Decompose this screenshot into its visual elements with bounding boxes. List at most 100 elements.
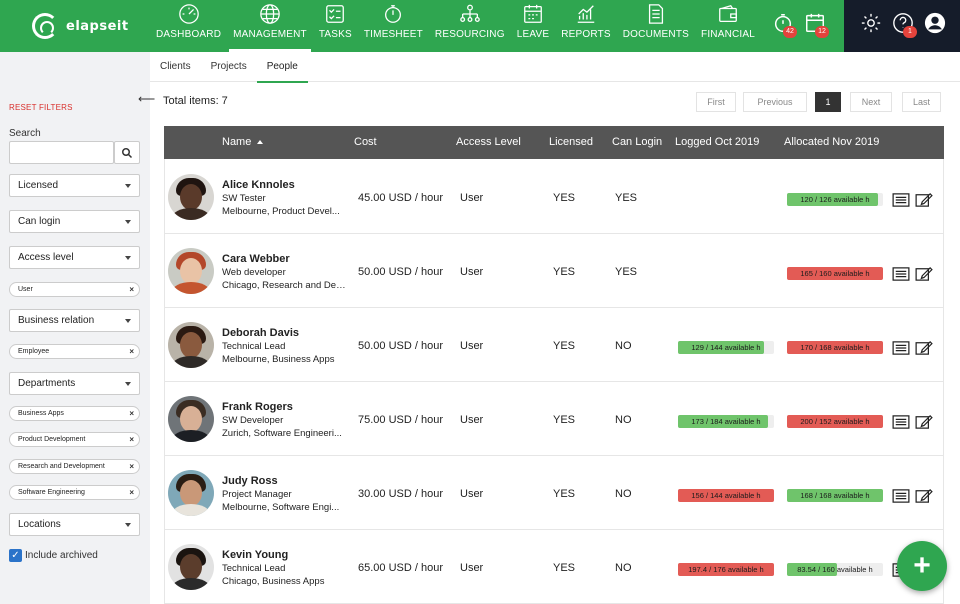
edit-icon[interactable]: [915, 489, 933, 503]
table-row[interactable]: Cara Webber Web developer Chicago, Resea…: [164, 234, 944, 308]
pagination-first[interactable]: First: [696, 92, 736, 112]
allocated-bar: 200 / 152 available h: [787, 415, 883, 428]
edit-icon[interactable]: [915, 415, 933, 429]
licensed-value: YES: [553, 266, 576, 278]
pagination-next[interactable]: Next: [850, 92, 892, 112]
filter-chip-employee: Employee ×: [9, 344, 140, 359]
departments-dropdown[interactable]: Departments: [9, 372, 140, 395]
remove-chip-icon[interactable]: ×: [129, 409, 134, 418]
column-logged[interactable]: Logged Oct 2019: [675, 136, 760, 148]
can-login-value: NO: [615, 562, 632, 574]
can-login-value: YES: [615, 266, 638, 278]
tab-people[interactable]: People: [256, 52, 308, 83]
person-name[interactable]: Deborah Davis: [222, 327, 300, 339]
nav-label: TIMESHEET: [363, 29, 423, 40]
remove-chip-icon[interactable]: ×: [129, 488, 134, 497]
nav-leave[interactable]: LEAVE: [511, 0, 556, 52]
table-row[interactable]: Judy Ross Project Manager Melbourne, Sof…: [164, 456, 944, 530]
filter-chip-user: User ×: [9, 282, 140, 297]
collapse-sidebar-icon[interactable]: ⟵: [138, 92, 156, 106]
list-details-icon[interactable]: [892, 415, 910, 429]
search-button[interactable]: [114, 141, 140, 164]
column-name[interactable]: Name: [222, 126, 264, 159]
list-details-icon[interactable]: [892, 193, 910, 207]
edit-icon[interactable]: [915, 341, 933, 355]
person-location: Melbourne, Software Engi...: [222, 502, 340, 513]
nav-timesheet[interactable]: TIMESHEET: [358, 0, 429, 52]
nav-dashboard[interactable]: DASHBOARD: [150, 0, 227, 52]
chevron-down-icon: [125, 319, 131, 323]
timer-button[interactable]: 42: [772, 12, 797, 38]
logo-text: elapseit: [66, 18, 129, 34]
logged-text: 197.4 / 176 available h: [688, 565, 764, 574]
can-login-value: NO: [615, 414, 632, 426]
column-allocated[interactable]: Allocated Nov 2019: [784, 136, 880, 148]
pagination-current[interactable]: 1: [815, 92, 841, 112]
search-input[interactable]: [9, 141, 114, 164]
dashboard-icon: [178, 4, 199, 24]
sort-ascending-icon: [257, 140, 264, 145]
tab-clients[interactable]: Clients: [160, 61, 191, 72]
nav-financial[interactable]: FINANCIAL: [695, 0, 761, 52]
table-row[interactable]: Alice Knnoles SW Tester Melbourne, Produ…: [164, 160, 944, 234]
tab-projects[interactable]: Projects: [210, 61, 247, 72]
reset-filters-link[interactable]: RESET FILTERS: [9, 103, 73, 112]
avatar: [168, 544, 214, 590]
person-name[interactable]: Cara Webber: [222, 253, 290, 265]
user-menu-button[interactable]: [924, 12, 948, 36]
pagination-last[interactable]: Last: [902, 92, 941, 112]
allocated-bar: 120 / 126 available h: [787, 193, 883, 206]
allocated-text: 83.54 / 160 available h: [797, 565, 873, 574]
person-role: SW Tester: [222, 193, 266, 204]
add-person-button[interactable]: +: [897, 541, 947, 591]
business-relation-dropdown[interactable]: Business relation: [9, 309, 140, 332]
remove-chip-icon[interactable]: ×: [129, 285, 134, 294]
nav-reports[interactable]: REPORTS: [555, 0, 617, 52]
column-can-login[interactable]: Can Login: [612, 136, 663, 148]
column-access-level[interactable]: Access Level: [456, 136, 521, 148]
person-name[interactable]: Frank Rogers: [222, 401, 293, 413]
management-subnav: Clients Projects People: [150, 52, 960, 83]
allocated-bar-fill: [787, 489, 883, 502]
column-licensed[interactable]: Licensed: [549, 136, 594, 148]
remove-chip-icon[interactable]: ×: [129, 435, 134, 444]
list-details-icon[interactable]: [892, 489, 910, 503]
logo-mark-icon: [32, 13, 58, 39]
licensed-dropdown[interactable]: Licensed: [9, 174, 140, 197]
remove-chip-icon[interactable]: ×: [129, 462, 134, 471]
settings-button[interactable]: [860, 12, 884, 36]
remove-chip-icon[interactable]: ×: [129, 347, 134, 356]
table-row[interactable]: Kevin Young Technical Lead Chicago, Busi…: [164, 530, 944, 604]
access-level-dropdown[interactable]: Access level: [9, 246, 140, 269]
nav-documents[interactable]: DOCUMENTS: [617, 0, 695, 52]
column-cost[interactable]: Cost: [354, 136, 377, 148]
table-row[interactable]: Deborah Davis Technical Lead Melbourne, …: [164, 308, 944, 382]
person-role: Technical Lead: [222, 563, 286, 574]
table-row[interactable]: Frank Rogers SW Developer Zurich, Softwa…: [164, 382, 944, 456]
person-name[interactable]: Kevin Young: [222, 549, 289, 561]
licensed-value: YES: [553, 192, 576, 204]
nav-label: DOCUMENTS: [622, 29, 690, 40]
allocated-bar-fill: [787, 267, 883, 280]
pagination-previous[interactable]: Previous: [743, 92, 807, 112]
calendar-button[interactable]: 12: [804, 12, 829, 38]
app-logo[interactable]: elapseit: [32, 12, 129, 40]
list-details-icon[interactable]: [892, 341, 910, 355]
nav-resourcing[interactable]: RESOURCING: [429, 0, 511, 52]
locations-dropdown[interactable]: Locations: [9, 513, 140, 536]
nav-tasks[interactable]: TASKS: [313, 0, 358, 52]
logged-text: 173 / 184 available h: [691, 417, 761, 426]
can-login-dropdown[interactable]: Can login: [9, 210, 140, 233]
person-name[interactable]: Alice Knnoles: [222, 179, 295, 191]
edit-icon[interactable]: [915, 193, 933, 207]
person-role: SW Developer: [222, 415, 284, 426]
include-archived-checkbox[interactable]: ✓ Include archived: [9, 549, 98, 562]
person-name[interactable]: Judy Ross: [222, 475, 278, 487]
nav-management[interactable]: MANAGEMENT: [227, 0, 313, 52]
gear-icon: [861, 13, 881, 33]
help-button[interactable]: 1: [892, 12, 917, 38]
timer-badge: 42: [783, 26, 797, 38]
list-details-icon[interactable]: [892, 267, 910, 281]
edit-icon[interactable]: [915, 267, 933, 281]
chevron-down-icon: [125, 184, 131, 188]
